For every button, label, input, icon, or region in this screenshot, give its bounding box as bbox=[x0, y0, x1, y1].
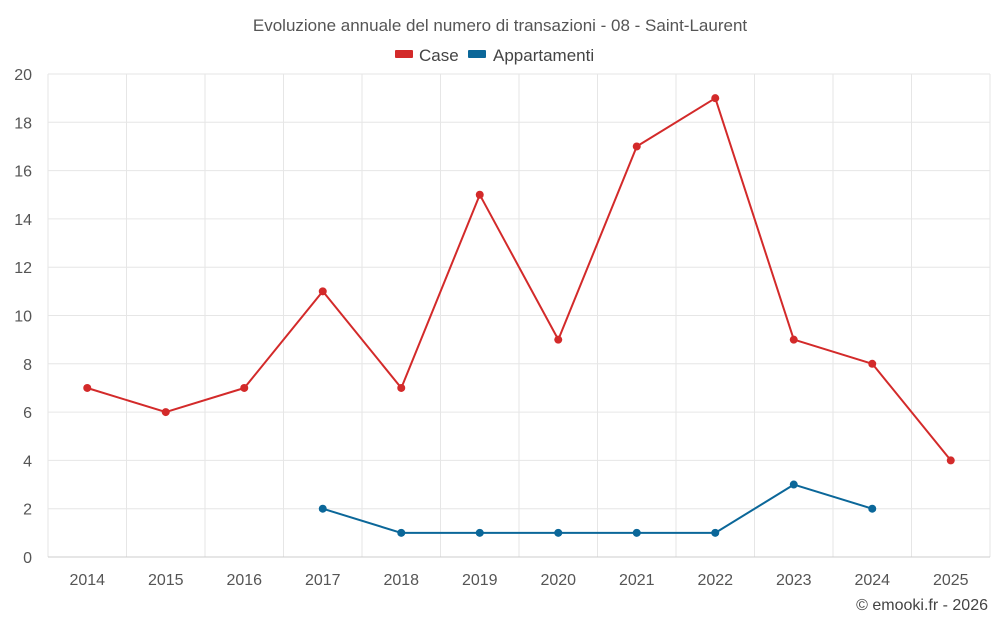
x-tick-label: 2022 bbox=[697, 572, 733, 589]
data-point-appartamenti[interactable] bbox=[554, 528, 563, 537]
legend-swatch-appartamenti bbox=[468, 50, 486, 58]
y-tick-label: 16 bbox=[14, 164, 32, 181]
x-tick-label: 2025 bbox=[933, 572, 969, 589]
credit-text: © emooki.fr - 2026 bbox=[856, 597, 988, 614]
data-point-case[interactable] bbox=[789, 335, 798, 344]
legend-item-case[interactable]: Case bbox=[395, 46, 459, 65]
data-point-case[interactable] bbox=[475, 190, 484, 199]
y-tick-label: 10 bbox=[14, 309, 32, 326]
x-tick-label: 2021 bbox=[619, 572, 655, 589]
data-point-case[interactable] bbox=[554, 335, 563, 344]
series bbox=[83, 94, 955, 537]
x-tick-label: 2018 bbox=[383, 572, 419, 589]
y-tick-label: 4 bbox=[23, 453, 32, 470]
series-line-case bbox=[87, 97, 952, 462]
data-point-case[interactable] bbox=[946, 456, 955, 465]
data-point-case[interactable] bbox=[711, 94, 720, 103]
x-tick-label: 2020 bbox=[540, 572, 576, 589]
x-tick-label: 2023 bbox=[776, 572, 812, 589]
x-axis-ticks: 2014 2015 2016 2017 2018 2019 2020 2021 2022 2023… bbox=[69, 572, 968, 589]
x-tick-label: 2019 bbox=[462, 572, 498, 589]
legend-swatch-case bbox=[395, 50, 413, 58]
y-tick-label: 18 bbox=[14, 115, 32, 132]
x-tick-label: 2015 bbox=[148, 572, 184, 589]
y-tick-label: 6 bbox=[23, 405, 32, 422]
y-tick-label: 0 bbox=[23, 550, 32, 567]
series-line-appartamenti bbox=[322, 483, 873, 534]
x-tick-label: 2014 bbox=[69, 572, 105, 589]
y-tick-label: 2 bbox=[23, 502, 32, 519]
y-tick-label: 20 bbox=[14, 67, 32, 84]
x-tick-label: 2017 bbox=[305, 572, 341, 589]
data-point-case[interactable] bbox=[240, 383, 249, 392]
data-point-appartamenti[interactable] bbox=[789, 480, 798, 489]
data-point-appartamenti[interactable] bbox=[397, 528, 406, 537]
data-point-appartamenti[interactable] bbox=[868, 504, 877, 513]
legend-item-appartamenti[interactable]: Appartamenti bbox=[468, 46, 594, 65]
data-point-appartamenti[interactable] bbox=[475, 528, 484, 537]
data-point-case[interactable] bbox=[632, 142, 641, 151]
data-point-appartamenti[interactable] bbox=[711, 528, 720, 537]
y-tick-label: 14 bbox=[14, 212, 32, 229]
data-point-case[interactable] bbox=[83, 383, 92, 392]
y-axis-ticks: 0 2 4 6 8 10 12 14 16 18 20 bbox=[14, 67, 32, 567]
legend-label-case: Case bbox=[419, 46, 459, 65]
data-point-appartamenti[interactable] bbox=[318, 504, 327, 513]
data-point-case[interactable] bbox=[318, 287, 327, 296]
grid bbox=[47, 73, 991, 557]
legend-label-appartamenti: Appartamenti bbox=[493, 46, 594, 65]
legend: Case Appartamenti bbox=[395, 46, 594, 65]
data-point-case[interactable] bbox=[868, 359, 877, 368]
data-point-case[interactable] bbox=[161, 408, 170, 417]
data-point-case[interactable] bbox=[397, 383, 406, 392]
chart-title: Evoluzione annuale del numero di transaz… bbox=[253, 16, 748, 35]
y-tick-label: 8 bbox=[23, 357, 32, 374]
x-tick-label: 2024 bbox=[854, 572, 890, 589]
y-tick-label: 12 bbox=[14, 260, 32, 277]
data-point-appartamenti[interactable] bbox=[632, 528, 641, 537]
x-tick-label: 2016 bbox=[226, 572, 262, 589]
